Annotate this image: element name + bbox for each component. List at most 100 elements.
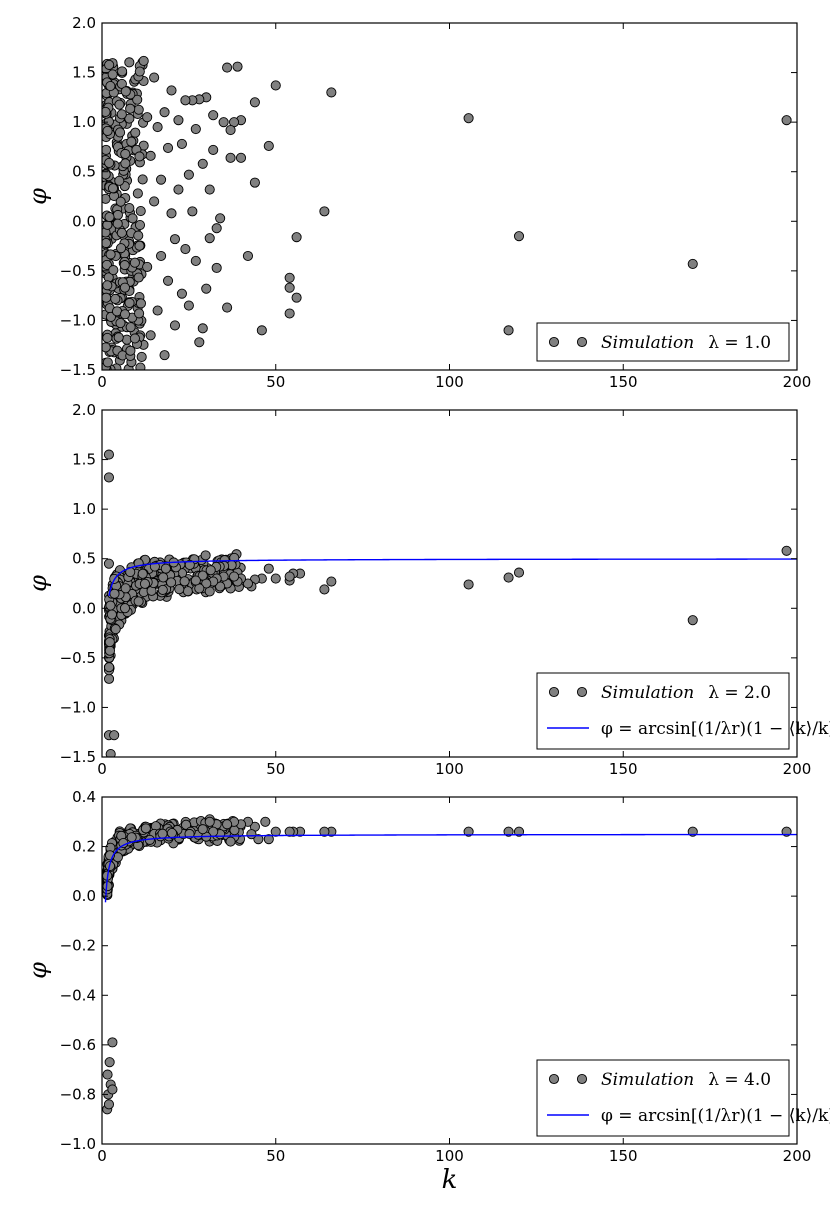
data-point — [135, 298, 146, 309]
data-point — [107, 69, 118, 80]
data-point — [200, 550, 211, 561]
data-point — [326, 576, 337, 587]
data-point — [139, 578, 151, 589]
data-point — [129, 333, 140, 344]
x-tick-label: 100 — [435, 373, 464, 391]
data-point — [134, 220, 146, 231]
data-point — [208, 110, 219, 121]
y-tick-label: −0.8 — [60, 1085, 96, 1103]
data-point — [513, 567, 525, 578]
data-point — [159, 350, 170, 361]
data-point — [120, 158, 131, 169]
data-point — [194, 337, 205, 348]
x-tick-label: 100 — [435, 1147, 464, 1165]
data-point — [190, 575, 201, 586]
points-group — [102, 55, 792, 370]
legend-label-simulation: Simulation λ = 1.0 — [601, 333, 771, 353]
data-point — [134, 66, 145, 77]
data-point — [291, 292, 302, 303]
data-point — [142, 112, 153, 123]
y-tick-label: 0.0 — [72, 887, 96, 905]
data-point — [124, 297, 135, 309]
data-point — [503, 325, 514, 336]
data-point — [126, 832, 137, 843]
data-point — [687, 615, 698, 626]
x-tick-label: 50 — [266, 373, 285, 391]
data-point — [463, 826, 474, 837]
data-point — [120, 583, 131, 594]
data-point — [145, 150, 156, 161]
data-point — [197, 323, 208, 334]
data-point — [284, 308, 295, 319]
y-tick-label: −0.6 — [60, 1036, 96, 1054]
data-point — [197, 570, 208, 581]
y-tick-label: −0.5 — [60, 262, 96, 280]
data-point — [152, 122, 163, 133]
data-point — [270, 80, 281, 91]
legend-marker — [576, 1073, 588, 1085]
legend-label-simulation: Simulation λ = 4.0 — [601, 1070, 771, 1090]
data-point — [115, 127, 126, 138]
legend: Simulation λ = 4.0 φ = arcsin[(1/λr)(1 − ⟨… — [536, 1059, 830, 1137]
x-tick-label: 200 — [783, 373, 812, 391]
data-point — [105, 81, 116, 92]
data-point — [114, 99, 125, 110]
y-tick-label: 0.5 — [72, 550, 96, 568]
panel-lambda-4: 0 50 100 150 200 −1.0 −0.8 −0.6 −0.4 −0.2 0.0 0.2 0.… — [24, 788, 830, 1195]
data-point — [130, 127, 141, 138]
data-point — [169, 320, 181, 331]
data-point — [263, 140, 274, 151]
data-point — [133, 230, 144, 241]
y-tick-label: 0.0 — [72, 212, 96, 230]
y-tick-label: −1.0 — [60, 1135, 96, 1153]
data-point — [103, 472, 114, 483]
data-point — [116, 227, 127, 238]
data-point — [125, 103, 136, 114]
fit-curve — [104, 833, 797, 903]
data-point — [110, 293, 121, 305]
data-point — [102, 280, 113, 291]
data-point — [228, 571, 240, 582]
data-point — [197, 158, 208, 169]
data-point — [116, 109, 127, 120]
data-point — [222, 62, 233, 73]
data-point — [174, 584, 185, 595]
data-point — [249, 177, 260, 188]
data-point — [687, 258, 698, 269]
data-point — [270, 826, 281, 837]
data-point — [513, 231, 525, 242]
data-point — [104, 211, 115, 223]
data-point — [781, 115, 792, 126]
data-point — [284, 282, 295, 293]
x-tick-label: 0 — [97, 760, 107, 778]
data-point — [142, 261, 153, 272]
data-point — [319, 584, 330, 595]
data-point — [133, 272, 144, 283]
data-point — [135, 362, 146, 370]
data-point — [134, 240, 145, 251]
data-point — [105, 748, 116, 757]
data-point — [204, 184, 215, 195]
data-point — [169, 234, 181, 245]
data-point — [201, 283, 212, 294]
data-point — [166, 828, 177, 839]
data-point — [326, 87, 337, 98]
y-tick-label: 0.2 — [72, 838, 96, 856]
data-point — [132, 94, 143, 105]
legend-marker — [548, 686, 560, 698]
data-point — [284, 571, 295, 582]
data-point — [124, 57, 135, 68]
y-tick-label: 1.5 — [72, 451, 96, 469]
legend: Simulation λ = 2.0 φ = arcsin[(1/λr)(1 − ⟨… — [536, 672, 830, 750]
data-point — [110, 624, 121, 635]
data-point — [225, 836, 236, 847]
data-point — [179, 576, 190, 587]
x-tick-label: 0 — [97, 1147, 107, 1165]
data-point — [112, 218, 123, 229]
data-point — [183, 300, 194, 311]
data-point — [119, 282, 130, 293]
data-point — [235, 152, 247, 163]
data-point — [204, 233, 215, 244]
data-point — [119, 309, 131, 320]
